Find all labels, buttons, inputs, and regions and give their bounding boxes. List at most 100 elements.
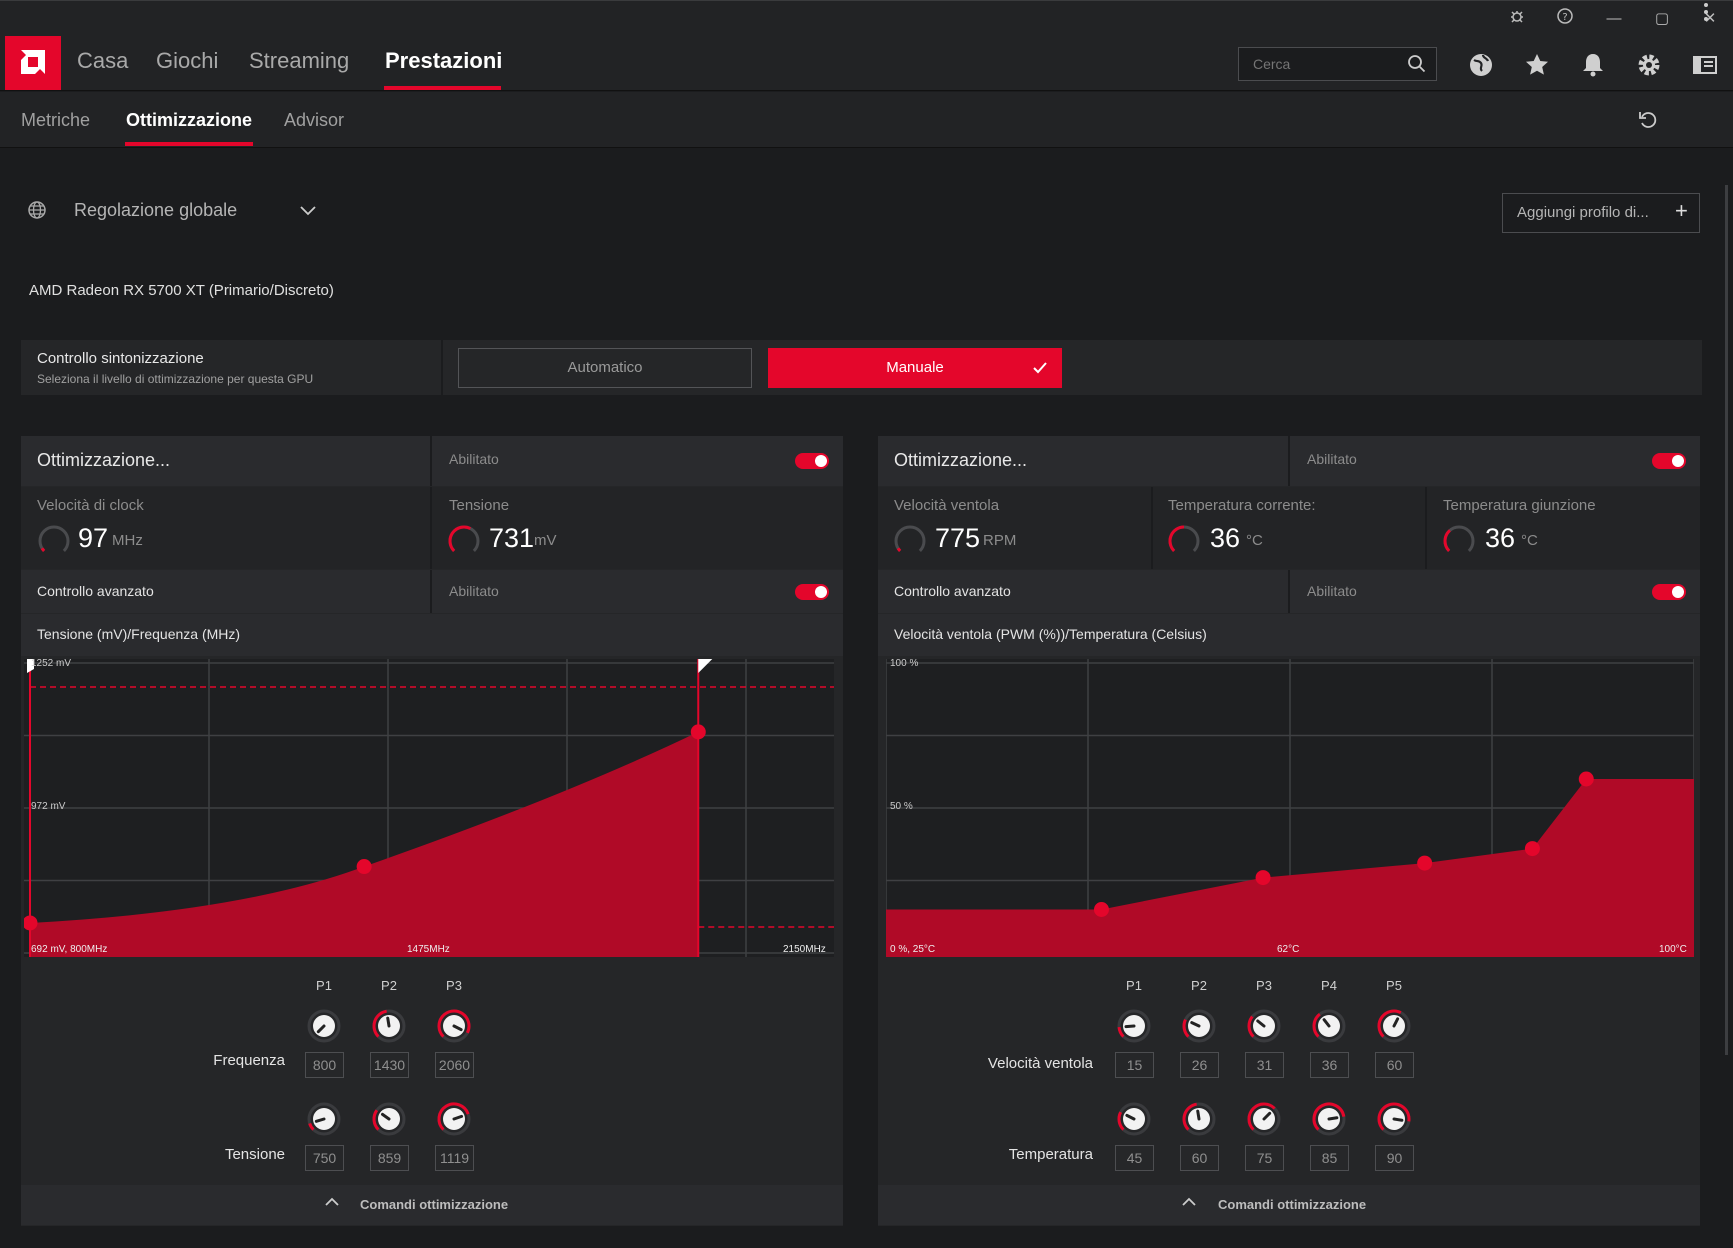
svg-text:?: ? [1562,12,1567,23]
tab-giochi[interactable]: Giochi [156,48,219,73]
bug-icon[interactable] [1500,7,1534,31]
chevron-down-icon[interactable] [298,204,318,218]
fan-speed-value-3[interactable]: 31 [1245,1052,1284,1078]
gpu-advanced-toggle[interactable] [795,584,829,600]
chevron-up-icon[interactable] [1181,1196,1197,1208]
curve-area [886,779,1694,957]
fan-enabled-toggle[interactable] [1652,453,1686,469]
knob-pointer [1256,1019,1266,1028]
fan-advanced-toggle[interactable] [1652,584,1686,600]
fan-chart-ytop-label: 100 % [890,658,919,669]
manual-button[interactable]: Manuale [768,348,1062,388]
tab-casa[interactable]: Casa [77,48,129,73]
junction-temp-value: 36 [1485,523,1516,553]
gpu-chart-xmax-label: 2150MHz [783,944,826,955]
curve-point-1 [1093,902,1109,917]
fan-enabled-label: Abilitato [1307,451,1357,467]
gear-icon[interactable] [1634,50,1664,80]
more-icon[interactable] [1694,0,1718,24]
tab-prestazioni[interactable]: Prestazioni [385,48,503,73]
star-icon[interactable] [1522,50,1552,80]
junction-gauge-icon [1443,525,1475,552]
automatic-button[interactable]: Automatico [458,348,752,388]
fan-footer[interactable] [878,1185,1700,1225]
temperature-value-5[interactable]: 90 [1375,1145,1414,1171]
curve-point-3 [1417,855,1433,871]
search-input[interactable] [1239,48,1399,80]
voltage-knob-3[interactable] [435,1100,473,1138]
temperature-value-2[interactable]: 60 [1180,1145,1219,1171]
fan-speed-value-5[interactable]: 60 [1375,1052,1414,1078]
temperature-value-3[interactable]: 75 [1245,1145,1284,1171]
close-icon[interactable]: ✕ [1703,10,1717,27]
fan-metrics-row [878,487,1700,569]
manual-label: Manuale [886,359,944,376]
knob-arc [1377,1102,1411,1131]
fan-speed-value-1[interactable]: 15 [1115,1052,1154,1078]
frequency-knob-2[interactable] [370,1007,408,1045]
voltage-value-1[interactable]: 750 [305,1145,344,1171]
amd-logo-icon[interactable] [5,36,61,90]
fan-speed-knob-2[interactable] [1180,1007,1218,1045]
temperature-row-label: Temperatura [1008,1146,1093,1163]
knob-pointer [1196,1109,1201,1121]
reset-icon[interactable] [1636,108,1660,132]
temperature-knob-2[interactable] [1180,1100,1218,1138]
temperature-knob-3[interactable] [1245,1100,1283,1138]
fan-footer-label[interactable]: Comandi ottimizzazione [1218,1197,1367,1212]
gpu-enabled-toggle[interactable] [795,453,829,469]
gpu-advanced-enabled-label: Abilitato [449,583,499,599]
knob-track [307,1009,341,1043]
voltage-value-3[interactable]: 1119 [435,1145,474,1171]
fan-speed-knob-4[interactable] [1310,1007,1348,1045]
search-box[interactable] [1238,47,1437,81]
fan-speed-knob-3[interactable] [1245,1007,1283,1045]
voltage-knob-2[interactable] [370,1100,408,1138]
fan-speed-knob-5[interactable] [1375,1007,1413,1045]
gpu-chart-ymid-label: 972 mV [31,801,66,812]
frequency-value-1[interactable]: 800 [305,1052,344,1078]
fan-chart-xmax-label: 100°C [1659,944,1687,955]
scrollbar[interactable] [1725,185,1728,1055]
gpu-advanced-row [21,570,843,613]
tab-advisor[interactable]: Advisor [284,110,345,130]
globe-icon[interactable] [1466,50,1496,80]
voltage-frequency-chart[interactable] [24,659,834,957]
maximize-icon[interactable]: ▢ [1654,10,1670,27]
voltage-value-2[interactable]: 859 [370,1145,409,1171]
fan-speed-knob-1[interactable] [1115,1007,1153,1045]
tab-ottimizzazione[interactable]: Ottimizzazione [126,110,253,130]
voltage-knob-1[interactable] [305,1100,343,1138]
fan-speed-value-2[interactable]: 26 [1180,1052,1219,1078]
temperature-value-4[interactable]: 85 [1310,1145,1349,1171]
bell-icon[interactable] [1578,50,1608,80]
point-header-p1: P1 [1126,978,1142,993]
point-header-p3: P3 [1256,978,1272,993]
minimize-icon[interactable]: — [1606,10,1622,27]
frequency-knob-1[interactable] [305,1007,343,1045]
temperature-knob-4[interactable] [1310,1100,1348,1138]
gauge-arc [1443,529,1451,552]
temperature-value-1[interactable]: 45 [1115,1145,1154,1171]
clock-unit: MHz [112,532,143,549]
add-profile-button[interactable]: Aggiungi profilo di... + [1502,193,1700,233]
gpu-footer-label[interactable]: Comandi ottimizzazione [360,1197,509,1212]
tab-metriche[interactable]: Metriche [21,110,91,130]
profile-dropdown[interactable]: Regolazione globale [74,200,238,220]
chevron-up-icon[interactable] [324,1196,340,1208]
tuning-control-subtitle: Seleziona il livello di ottimizzazione p… [37,372,314,386]
help-icon[interactable]: ? [1548,7,1582,31]
knob-arc [1247,1015,1255,1038]
search-icon[interactable] [1406,53,1428,75]
tab-streaming[interactable]: Streaming [249,48,350,73]
frequency-value-3[interactable]: 2060 [435,1052,474,1078]
curve-point-2 [1255,870,1271,886]
frequency-knob-3[interactable] [435,1007,473,1045]
temperature-knob-5[interactable] [1375,1100,1413,1138]
fan-speed-value-4[interactable]: 36 [1310,1052,1349,1078]
fan-temperature-chart[interactable] [886,659,1694,957]
temperature-knob-1[interactable] [1115,1100,1153,1138]
sidebar-icon[interactable] [1690,50,1720,80]
gpu-footer[interactable] [21,1185,843,1225]
frequency-value-2[interactable]: 1430 [370,1052,409,1078]
